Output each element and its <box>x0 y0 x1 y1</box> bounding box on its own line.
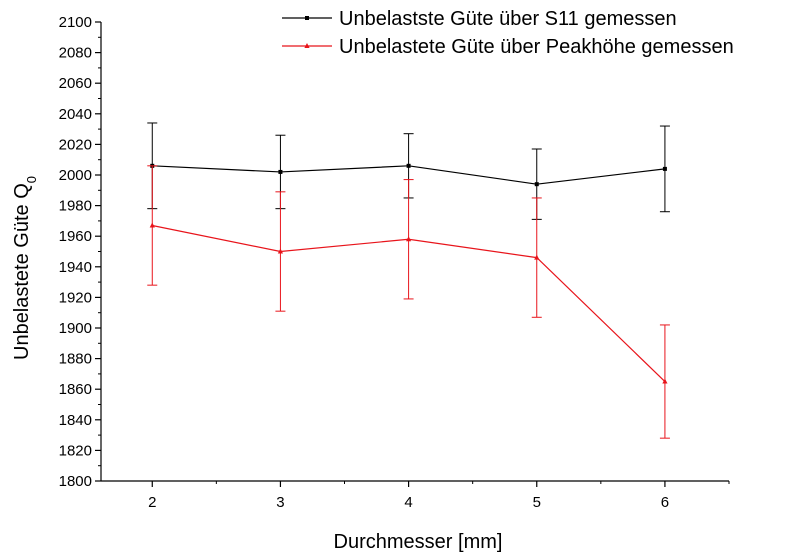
legend-item-2: Unbelastete Güte über Peakhöhe gemessen <box>282 36 734 58</box>
x-axis-title: Durchmesser [mm] <box>334 531 503 553</box>
y-tick-label: 1960 <box>59 228 92 245</box>
y-tick-label: 2060 <box>59 75 92 92</box>
data-point <box>277 248 284 254</box>
y-tick-label: 2020 <box>59 136 92 153</box>
data-point <box>149 222 155 228</box>
y-tick-label: 2000 <box>59 167 92 184</box>
data-point <box>406 163 411 168</box>
data-point <box>662 378 668 384</box>
y-axis-title-main: Unbelastete Güte Q <box>11 183 33 360</box>
legend: Unbelastste Güte über S11 gemessen Unbela… <box>282 8 734 58</box>
y-axis-title-subscript: 0 <box>24 176 39 183</box>
y-tick-label: 1880 <box>59 351 92 368</box>
legend-label: Unbelastste Güte über S11 gemessen <box>339 8 677 30</box>
y-tick-label: 1860 <box>59 381 92 398</box>
y-tick-label: 2100 <box>59 14 92 31</box>
x-tick-label: 6 <box>661 494 669 511</box>
data-point <box>662 166 667 171</box>
legend-marker <box>305 16 309 20</box>
y-tick-label: 1800 <box>59 473 92 490</box>
legend-marker <box>304 43 310 48</box>
data-point <box>534 182 539 187</box>
data-point <box>278 169 283 174</box>
y-tick-label: 1980 <box>59 198 92 215</box>
legend-item-1: Unbelastste Güte über S11 gemessen <box>282 8 677 30</box>
x-tick-label: 4 <box>404 494 412 511</box>
x-tick-label: 5 <box>533 494 541 511</box>
legend-label: Unbelastete Güte über Peakhöhe gemessen <box>339 36 734 58</box>
y-tick-label: 1820 <box>59 442 92 459</box>
x-tick-label: 3 <box>276 494 284 511</box>
series-2 <box>147 165 670 439</box>
data-point <box>534 254 540 260</box>
data-point <box>405 236 412 242</box>
y-tick-label: 1920 <box>59 289 92 306</box>
y-tick-label: 1900 <box>59 320 92 337</box>
y-tick-label: 2040 <box>59 106 92 123</box>
series-layer <box>147 122 670 439</box>
y-tick-label: 2080 <box>59 45 92 62</box>
y-axis-title: Unbelastete Güte Q0 <box>11 176 39 360</box>
y-tick-label: 1840 <box>59 412 92 429</box>
y-tick-label: 1940 <box>59 259 92 276</box>
x-tick-label: 2 <box>148 494 156 511</box>
axes: 1800 1820 1840 1860 1880 1900 1920 1940 1960 1980… <box>59 14 730 511</box>
